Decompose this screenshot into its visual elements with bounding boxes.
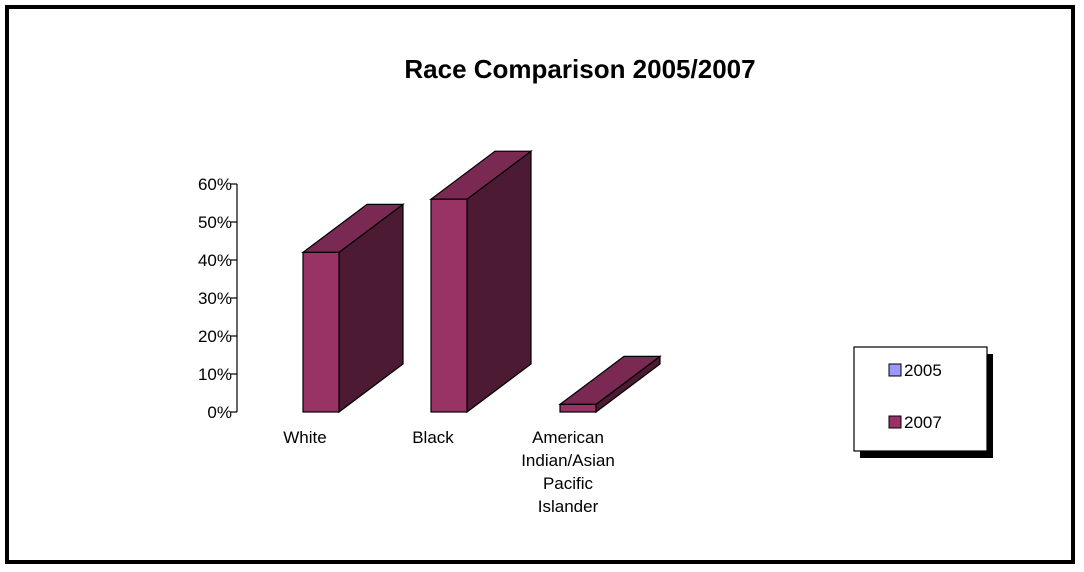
legend-label: 2005 (904, 361, 942, 380)
legend-swatch (888, 363, 902, 377)
legend: 2005 2007 (853, 346, 993, 458)
y-tick-label: 40% (198, 251, 232, 270)
category-label: Indian/Asian (521, 451, 615, 470)
category-label: American (532, 428, 604, 447)
y-tick-label: 30% (198, 289, 232, 308)
legend-box (853, 346, 988, 452)
bar-front (302, 251, 340, 413)
y-tick-label: 20% (198, 327, 232, 346)
bar-front (430, 198, 468, 413)
category-labels: White Black American Indian/Asian Pacific Isl… (283, 428, 615, 516)
chart-title: Race Comparison 2005/2007 (404, 54, 755, 84)
bar-2007 (558, 355, 662, 414)
legend-swatch (888, 415, 902, 429)
legend-label: 2007 (904, 413, 942, 432)
bar-2007 (301, 203, 405, 414)
bars-group (301, 149, 662, 414)
chart-frame (5, 5, 1075, 564)
y-tick-label: 60% (198, 175, 232, 194)
category-label: Pacific (543, 474, 594, 493)
bar-2007 (429, 149, 533, 414)
category-label: Black (412, 428, 454, 447)
y-tick-label: 50% (198, 213, 232, 232)
y-tick-label: 0% (207, 403, 232, 422)
bar-front (559, 403, 597, 413)
y-axis: 0% 10% 20% 30% 40% 50% 60% (198, 175, 238, 422)
category-label: White (283, 428, 326, 447)
y-tick-label: 10% (198, 365, 232, 384)
category-label: Islander (538, 497, 599, 516)
